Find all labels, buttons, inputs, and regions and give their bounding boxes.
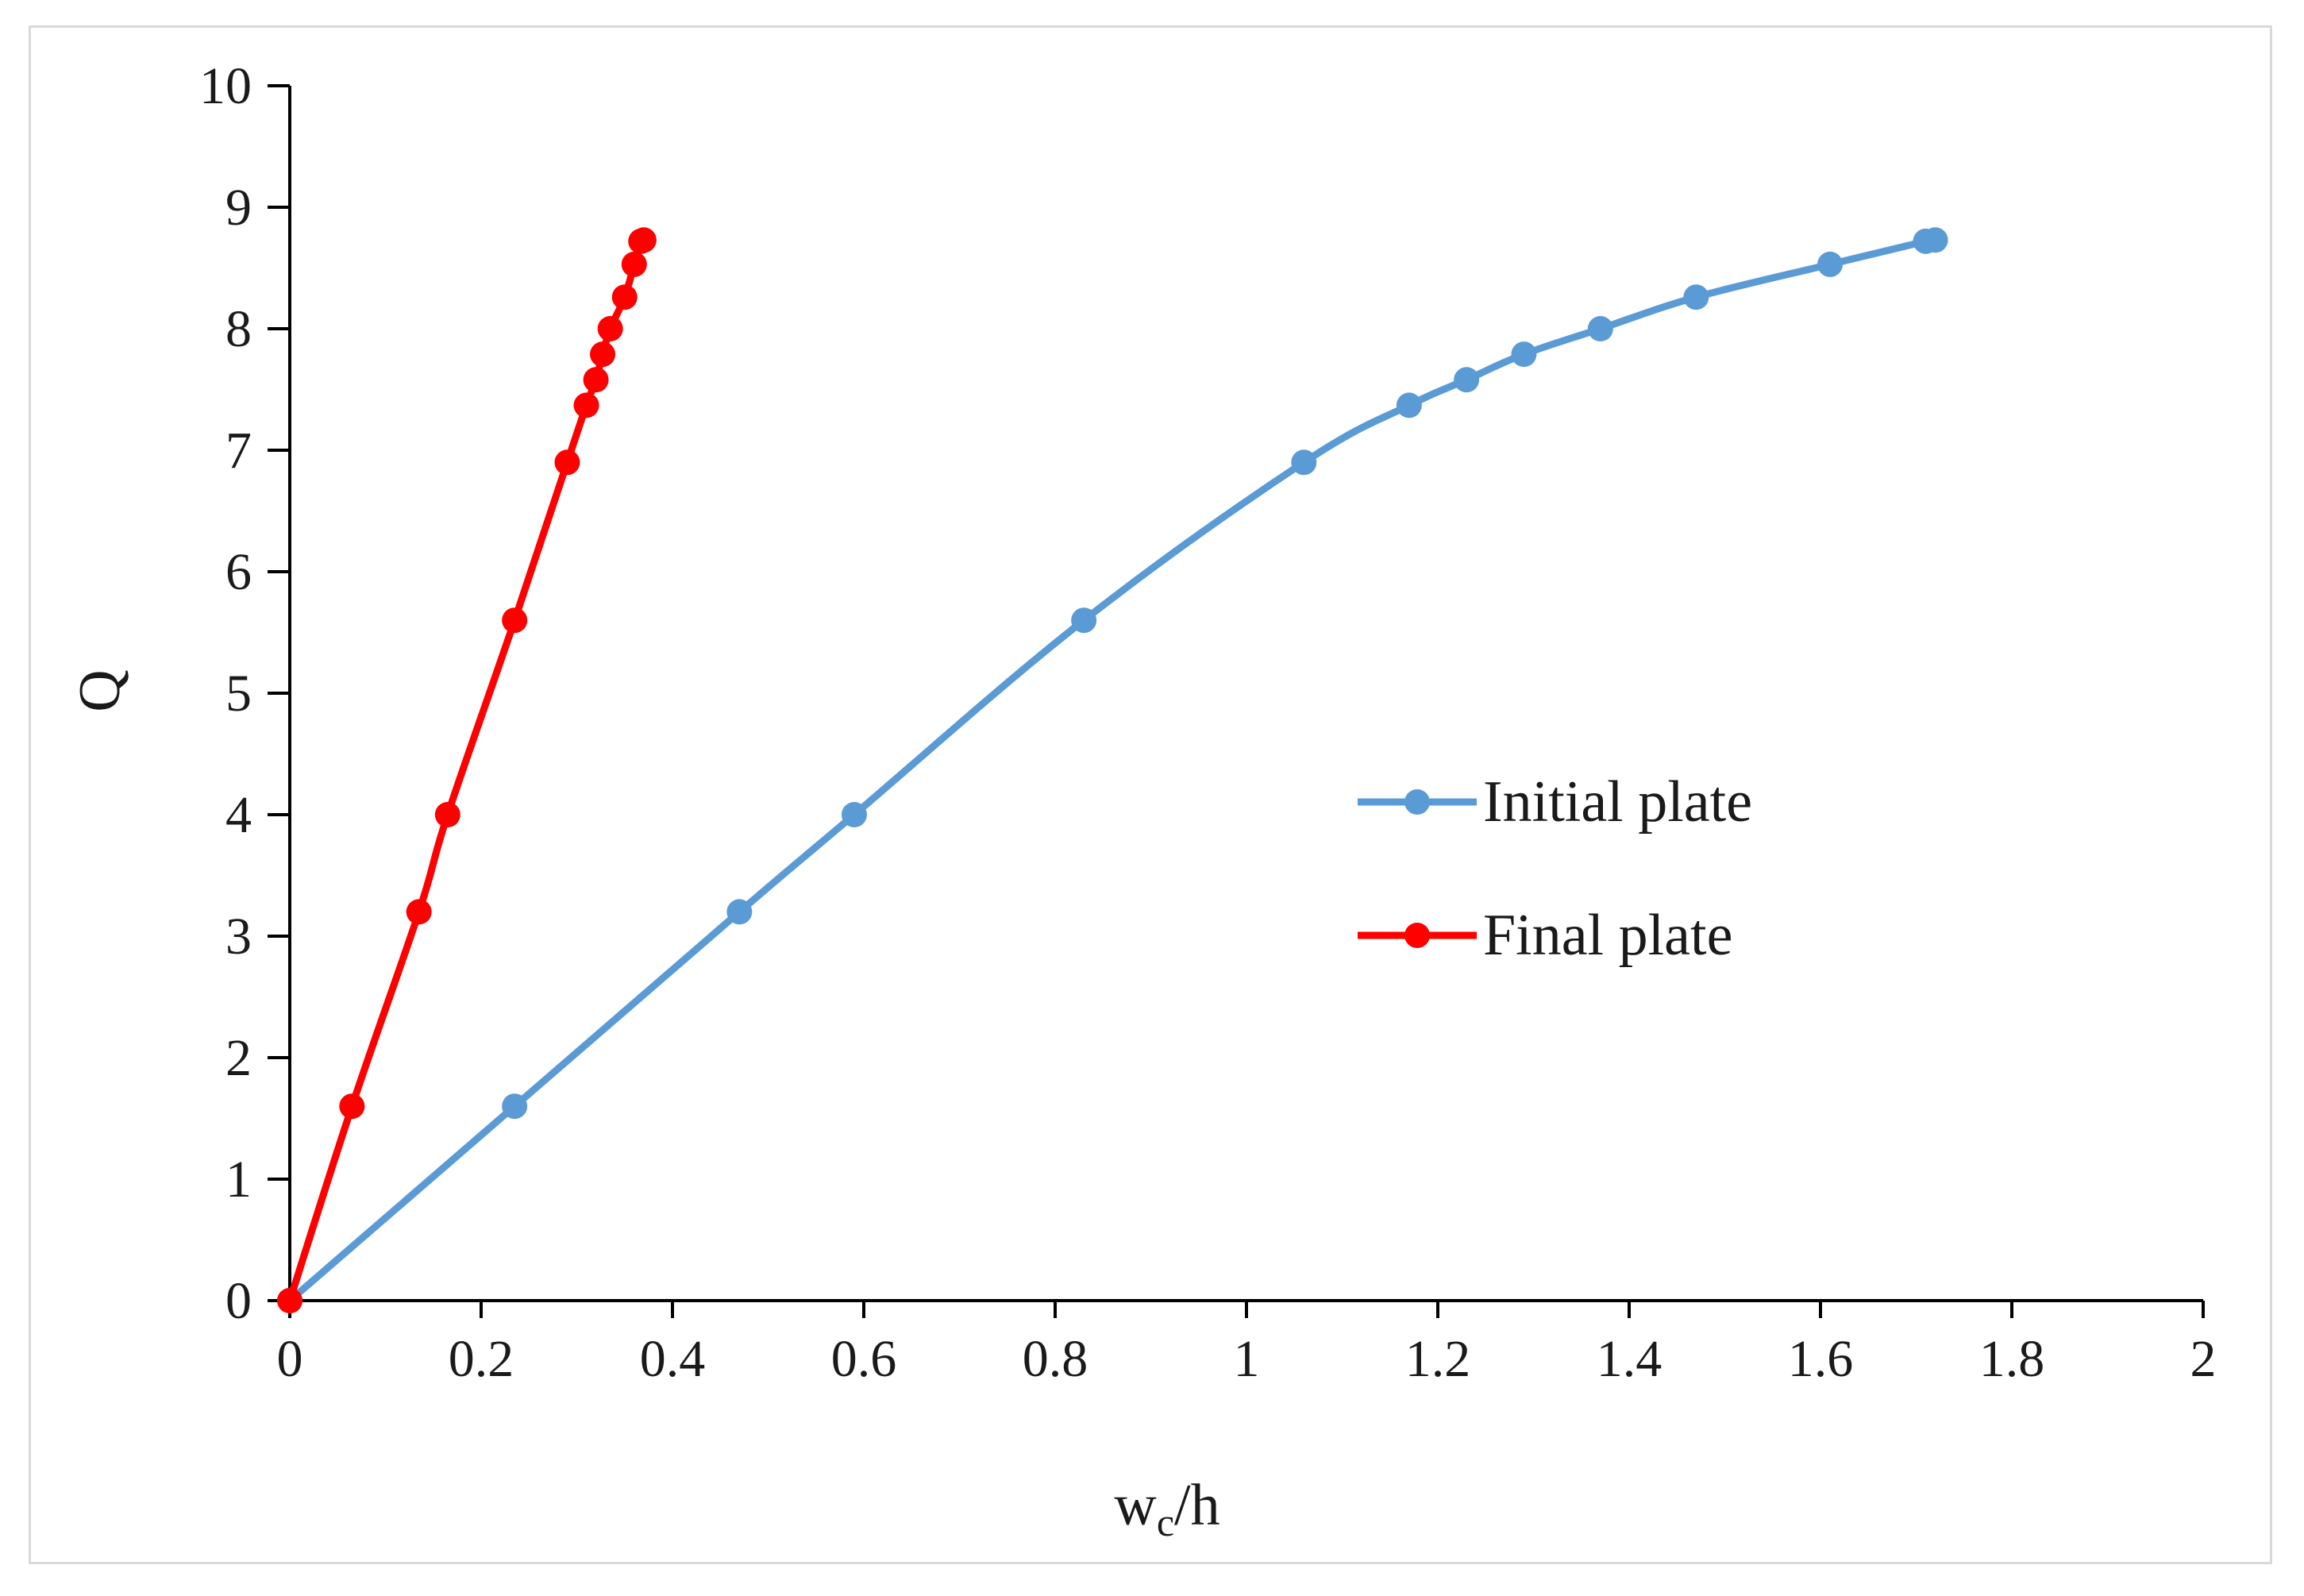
y-tick-label: 2 (225, 1029, 252, 1087)
data-point-final-plate (434, 802, 460, 827)
data-point-final-plate (597, 316, 623, 341)
data-point-final-plate (583, 367, 609, 393)
y-tick-label: 6 (225, 543, 252, 601)
legend-item-final-plate: Final plate (1358, 903, 1732, 968)
x-tick-label: 0.8 (1023, 1330, 1088, 1388)
data-point-initial-plate (1587, 316, 1613, 341)
y-tick-label: 9 (225, 179, 252, 237)
x-tick-label: 0.2 (449, 1330, 514, 1388)
y-tick-label: 4 (225, 786, 252, 844)
y-tick-label: 8 (225, 300, 252, 358)
data-point-initial-plate (1396, 392, 1422, 418)
y-tick-label: 5 (225, 665, 252, 723)
legend-label: Initial plate (1483, 769, 1752, 835)
data-point-initial-plate (726, 899, 753, 925)
x-axis-title: wc/h (1114, 1473, 1219, 1544)
y-tick-label: 1 (225, 1151, 252, 1209)
data-point-initial-plate (1511, 341, 1537, 368)
data-point-initial-plate (841, 802, 867, 827)
y-tick-label: 7 (225, 422, 252, 480)
x-tick-label: 1.8 (1979, 1330, 2045, 1388)
y-axis-ticks: 0 1 2 3 4 5 6 7 8 9 10 (199, 57, 290, 1330)
x-tick-label: 1.6 (1788, 1330, 1854, 1388)
legend: Initial plate Final plate (1358, 769, 1752, 968)
data-point-initial-plate (1922, 227, 1948, 253)
data-point-final-plate (406, 899, 432, 925)
data-point-final-plate (573, 392, 599, 418)
data-point-final-plate (277, 1288, 302, 1313)
data-point-initial-plate (1071, 607, 1097, 634)
data-point-final-plate (339, 1093, 365, 1120)
x-axis-title-subscript: c (1157, 1500, 1174, 1544)
axes (288, 86, 2203, 1302)
x-tick-label: 0.6 (831, 1330, 897, 1388)
data-point-final-plate (590, 341, 616, 368)
legend-label: Final plate (1483, 903, 1732, 968)
legend-item-initial-plate: Initial plate (1358, 769, 1752, 835)
y-tick-label: 10 (199, 57, 252, 115)
y-axis-title: Q (67, 669, 133, 711)
y-tick-label: 0 (225, 1272, 252, 1330)
y-tick-label: 3 (225, 908, 252, 966)
data-point-initial-plate (502, 1093, 528, 1120)
legend-swatch-marker (1404, 789, 1430, 815)
data-point-initial-plate (1454, 367, 1480, 393)
x-tick-label: 1.4 (1597, 1330, 1663, 1388)
data-point-final-plate (554, 449, 580, 476)
legend-swatch-marker (1404, 923, 1430, 948)
data-point-initial-plate (1817, 251, 1844, 277)
data-point-final-plate (621, 251, 647, 277)
series-final-plate (277, 227, 657, 1313)
data-point-initial-plate (1683, 284, 1709, 310)
data-point-final-plate (502, 607, 528, 634)
x-tick-label: 1.2 (1405, 1330, 1471, 1388)
x-tick-label: 2 (2190, 1330, 2217, 1388)
data-point-initial-plate (1291, 449, 1317, 476)
chart-frame (29, 25, 2272, 1564)
x-axis-title-main: w (1114, 1473, 1157, 1538)
x-tick-label: 1 (1234, 1330, 1260, 1388)
x-axis-title-suffix: /h (1174, 1473, 1220, 1538)
x-tick-label: 0 (277, 1330, 303, 1388)
data-point-final-plate (630, 227, 657, 253)
series-layer (277, 227, 1948, 1313)
data-point-final-plate (611, 284, 638, 310)
x-axis-ticks: 0 0.2 0.4 0.6 0.8 1 1.2 1.4 1.6 1.8 2 (277, 1301, 2217, 1388)
x-tick-label: 0.4 (640, 1330, 706, 1388)
